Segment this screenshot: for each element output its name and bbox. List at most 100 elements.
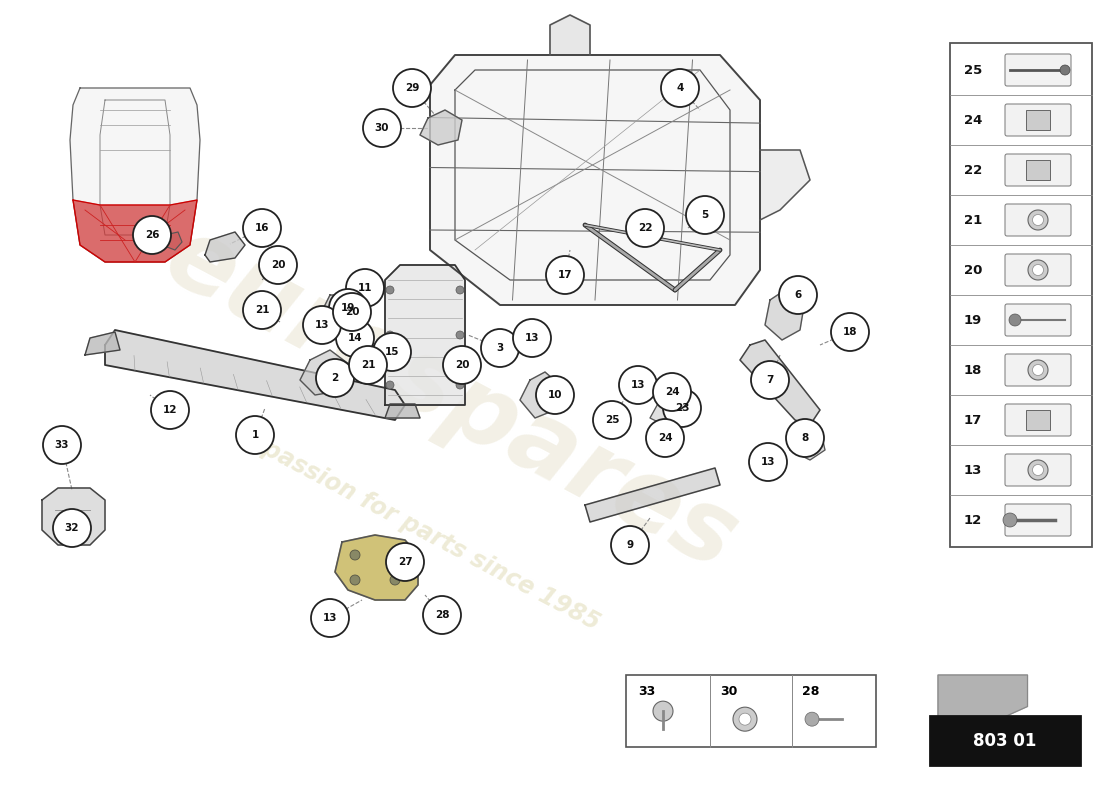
Text: 25: 25 [605, 415, 619, 425]
Polygon shape [104, 330, 405, 420]
Circle shape [350, 550, 360, 560]
FancyBboxPatch shape [1026, 160, 1050, 180]
Polygon shape [162, 232, 182, 250]
Circle shape [333, 293, 371, 331]
Circle shape [151, 391, 189, 429]
Polygon shape [320, 295, 355, 330]
Circle shape [779, 276, 817, 314]
Circle shape [626, 209, 664, 247]
Text: 25: 25 [964, 63, 982, 77]
Circle shape [133, 216, 170, 254]
Circle shape [424, 596, 461, 634]
Circle shape [1028, 260, 1048, 280]
Text: 33: 33 [638, 686, 656, 698]
Text: 22: 22 [964, 163, 982, 177]
Circle shape [481, 329, 519, 367]
Circle shape [456, 331, 464, 339]
Circle shape [443, 346, 481, 384]
Circle shape [43, 426, 81, 464]
Text: 28: 28 [802, 686, 820, 698]
Circle shape [456, 381, 464, 389]
FancyBboxPatch shape [1005, 254, 1071, 286]
Text: 28: 28 [434, 610, 449, 620]
FancyBboxPatch shape [1026, 110, 1050, 130]
Text: a passion for parts since 1985: a passion for parts since 1985 [236, 425, 604, 635]
Circle shape [302, 306, 341, 344]
Circle shape [733, 707, 757, 731]
Polygon shape [85, 332, 120, 355]
Text: 13: 13 [964, 463, 982, 477]
Circle shape [546, 256, 584, 294]
Text: 18: 18 [843, 327, 857, 337]
Text: 13: 13 [761, 457, 776, 467]
Circle shape [236, 416, 274, 454]
Circle shape [329, 289, 367, 327]
Circle shape [1003, 513, 1018, 527]
Circle shape [1028, 210, 1048, 230]
Text: 17: 17 [964, 414, 982, 426]
FancyBboxPatch shape [1005, 504, 1071, 536]
Circle shape [686, 196, 724, 234]
Text: 13: 13 [322, 613, 338, 623]
Polygon shape [205, 232, 245, 262]
Circle shape [830, 313, 869, 351]
FancyBboxPatch shape [626, 675, 876, 747]
Circle shape [646, 419, 684, 457]
Circle shape [663, 389, 701, 427]
Text: 16: 16 [255, 223, 270, 233]
Circle shape [751, 361, 789, 399]
Text: 7: 7 [767, 375, 773, 385]
FancyBboxPatch shape [1005, 304, 1071, 336]
Text: 19: 19 [964, 314, 982, 326]
Polygon shape [650, 398, 685, 428]
Polygon shape [764, 290, 805, 340]
Text: 803 01: 803 01 [974, 732, 1036, 750]
Polygon shape [760, 150, 810, 220]
FancyBboxPatch shape [1005, 404, 1071, 436]
Circle shape [243, 291, 280, 329]
Text: 11: 11 [358, 283, 372, 293]
FancyBboxPatch shape [930, 715, 1080, 765]
Circle shape [53, 509, 91, 547]
Text: 18: 18 [964, 363, 982, 377]
Text: 24: 24 [658, 433, 672, 443]
Text: 13: 13 [630, 380, 646, 390]
Polygon shape [585, 468, 720, 522]
Circle shape [653, 701, 673, 721]
Polygon shape [740, 340, 820, 425]
Text: 5: 5 [702, 210, 708, 220]
Text: 15: 15 [385, 347, 399, 357]
Text: 4: 4 [676, 83, 684, 93]
Circle shape [243, 209, 280, 247]
Text: 27: 27 [398, 557, 412, 567]
Text: eurospares: eurospares [147, 209, 752, 591]
Polygon shape [300, 350, 350, 395]
Circle shape [661, 69, 698, 107]
Text: 1: 1 [252, 430, 258, 440]
Circle shape [336, 319, 374, 357]
Circle shape [363, 109, 402, 147]
Circle shape [653, 373, 691, 411]
Circle shape [1033, 365, 1044, 375]
Text: 14: 14 [348, 333, 362, 343]
Text: 30: 30 [375, 123, 389, 133]
Circle shape [619, 366, 657, 404]
Circle shape [390, 550, 400, 560]
Circle shape [749, 443, 786, 481]
Circle shape [349, 346, 387, 384]
Circle shape [786, 419, 824, 457]
Polygon shape [70, 88, 200, 262]
Text: 3: 3 [496, 343, 504, 353]
Circle shape [593, 401, 631, 439]
Text: 24: 24 [964, 114, 982, 126]
FancyBboxPatch shape [1005, 104, 1071, 136]
Circle shape [513, 319, 551, 357]
Circle shape [316, 359, 354, 397]
Text: 21: 21 [361, 360, 375, 370]
Text: 2: 2 [331, 373, 339, 383]
Polygon shape [385, 404, 420, 418]
Text: 21: 21 [255, 305, 270, 315]
Text: 30: 30 [720, 686, 737, 698]
Text: 23: 23 [674, 403, 690, 413]
Text: 20: 20 [964, 263, 982, 277]
